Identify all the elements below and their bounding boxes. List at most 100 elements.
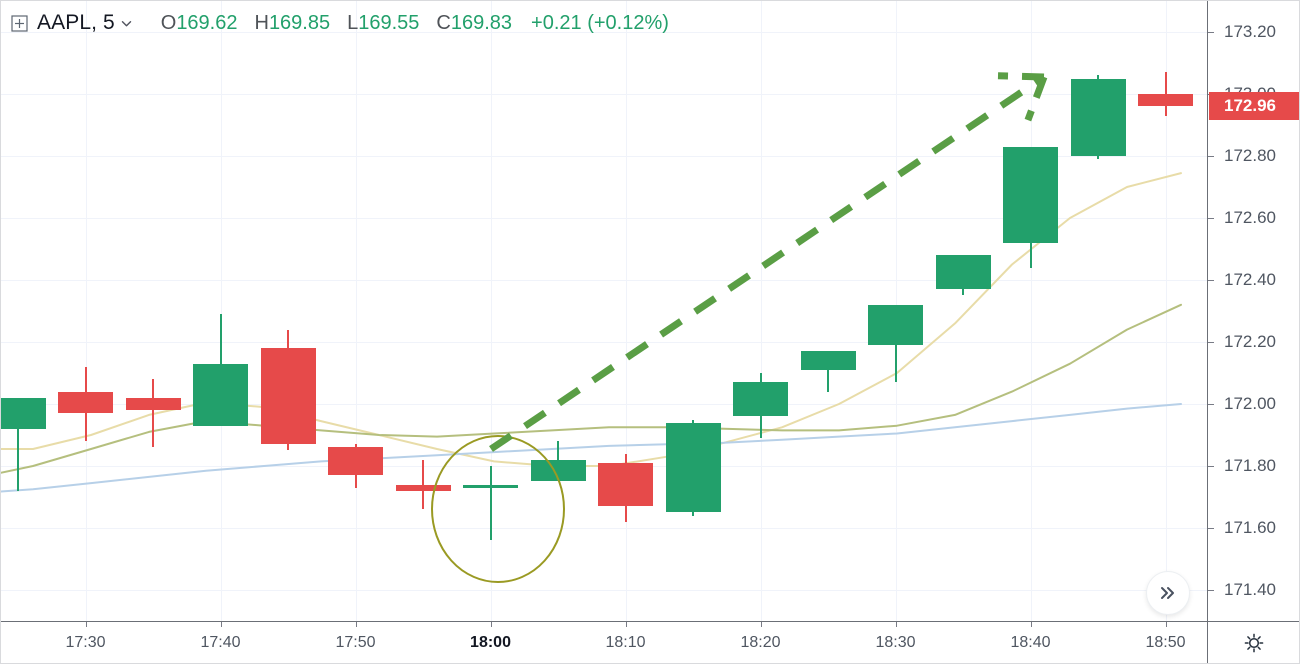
time-axis-label: 18:00 xyxy=(470,634,511,651)
price-axis-label: 171.80 xyxy=(1224,456,1276,475)
last-price-badge: 172.96 xyxy=(1209,92,1299,121)
ohlc-close: C169.83 xyxy=(436,12,512,35)
candle-body xyxy=(935,255,991,290)
candle-body xyxy=(733,382,788,417)
ohlc-high-label: H xyxy=(254,11,269,34)
candle-body xyxy=(868,304,923,346)
ohlc-open: O169.62 xyxy=(161,12,238,35)
time-axis-tick xyxy=(86,622,87,627)
symbol-title[interactable]: AAPL, 5 xyxy=(37,11,115,34)
ohlc-low: L169.55 xyxy=(347,12,419,35)
time-axis-tick xyxy=(1166,622,1167,627)
time-axis-tick xyxy=(356,622,357,627)
price-axis-label: 172.60 xyxy=(1224,208,1276,227)
gridline-horizontal xyxy=(1,342,1207,343)
arrow-head-barb-2 xyxy=(997,72,1045,81)
time-axis-tick xyxy=(761,622,762,627)
hammer-highlight-ellipse[interactable] xyxy=(431,435,565,583)
gridline-horizontal xyxy=(1,590,1207,591)
candle-body xyxy=(58,391,113,414)
candle-body xyxy=(328,447,383,476)
uptrend-arrow[interactable] xyxy=(489,72,1048,452)
price-axis-tick xyxy=(1208,466,1214,467)
time-axis-tick xyxy=(1031,622,1032,627)
price-axis-label: 171.40 xyxy=(1224,580,1276,599)
price-axis-label: 172.80 xyxy=(1224,146,1276,165)
price-axis-tick xyxy=(1208,218,1214,219)
ohlc-close-label: C xyxy=(436,11,451,34)
gridline-vertical xyxy=(356,1,357,621)
candle-wick xyxy=(489,466,492,541)
drawing-annotations[interactable] xyxy=(1,1,1207,621)
axis-corner xyxy=(1207,621,1299,663)
candle-body xyxy=(463,484,518,488)
chart-pane[interactable] xyxy=(1,1,1207,621)
ohlc-open-label: O xyxy=(160,11,177,34)
time-axis-tick xyxy=(491,622,492,627)
price-axis-tick xyxy=(1208,32,1214,33)
gridline-horizontal xyxy=(1,528,1207,529)
chart-settings-button[interactable] xyxy=(1243,632,1265,654)
time-axis-label: 17:40 xyxy=(200,634,241,651)
price-axis-tick xyxy=(1208,404,1214,405)
gridline-horizontal xyxy=(1,32,1207,33)
candle-body xyxy=(665,422,721,513)
time-axis-label: 18:50 xyxy=(1145,634,1186,651)
price-axis-label: 172.40 xyxy=(1224,270,1276,289)
candle-wick xyxy=(152,379,154,448)
price-axis-label: 172.00 xyxy=(1224,394,1276,413)
candle-body xyxy=(1003,146,1058,243)
candle-body xyxy=(125,397,181,411)
price-axis-tick xyxy=(1208,342,1214,343)
candle-wick xyxy=(17,397,19,491)
price-axis-label: 172.20 xyxy=(1224,332,1276,351)
ohlc-low-label: L xyxy=(347,11,359,34)
candle-body xyxy=(395,484,451,491)
time-axis-label: 18:10 xyxy=(605,634,646,651)
ohlc-high-value: 169.85 xyxy=(268,11,331,34)
gridline-vertical xyxy=(1031,1,1032,621)
time-axis[interactable]: 17:30 17:40 17:50 18:00 18:10 18:20 18:30 18:40… xyxy=(1,621,1207,663)
chevron-down-icon[interactable] xyxy=(120,17,133,30)
gridline-horizontal xyxy=(1,404,1207,405)
gridline-vertical xyxy=(626,1,627,621)
gridline-horizontal xyxy=(1,156,1207,157)
candle-body xyxy=(598,462,653,507)
candle-body xyxy=(260,348,316,445)
gridline-vertical xyxy=(761,1,762,621)
gridline-horizontal xyxy=(1,280,1207,281)
gridline-vertical xyxy=(221,1,222,621)
price-axis[interactable]: 173.20173.00172.80172.60172.40172.20172.… xyxy=(1207,1,1299,621)
time-axis-label: 18:40 xyxy=(1010,634,1051,651)
gridline-vertical xyxy=(86,1,87,621)
plus-square-icon[interactable] xyxy=(10,14,28,32)
candle-body xyxy=(800,351,856,370)
ohlc-low-value: 169.55 xyxy=(358,11,420,34)
time-axis-label: 18:20 xyxy=(740,634,781,651)
arrow-shaft xyxy=(489,74,1046,452)
time-axis-label: 17:30 xyxy=(65,634,106,651)
double-chevron-right-icon xyxy=(1161,587,1174,599)
candle-body xyxy=(1,397,46,429)
ohlc-values: O169.62 H169.85 L169.55 C169.83 +0.21 (+… xyxy=(161,12,669,35)
ohlc-close-value: 169.83 xyxy=(450,11,513,34)
price-axis-tick xyxy=(1208,528,1214,529)
candle-body xyxy=(1070,78,1126,156)
price-axis-tick xyxy=(1208,156,1214,157)
moving-average-line xyxy=(1,303,1182,474)
time-axis-tick xyxy=(221,622,222,627)
candle-body xyxy=(193,363,248,426)
price-change: +0.21 (+0.12%) xyxy=(531,11,669,34)
moving-average-line xyxy=(1,403,1182,493)
time-axis-label: 17:50 xyxy=(335,634,376,651)
time-axis-tick xyxy=(896,622,897,627)
ohlc-high: H169.85 xyxy=(254,12,330,35)
scroll-to-realtime-button[interactable] xyxy=(1146,571,1190,615)
candle-wick xyxy=(1164,72,1167,116)
price-axis-label: 173.20 xyxy=(1224,22,1276,41)
candle-body xyxy=(1138,94,1193,107)
ohlc-open-value: 169.62 xyxy=(176,11,238,34)
time-axis-label: 18:30 xyxy=(875,634,916,651)
price-axis-label: 171.60 xyxy=(1224,518,1276,537)
chart-legend: AAPL, 5 O169.62 H169.85 L169.55 C169.83 … xyxy=(10,10,669,36)
